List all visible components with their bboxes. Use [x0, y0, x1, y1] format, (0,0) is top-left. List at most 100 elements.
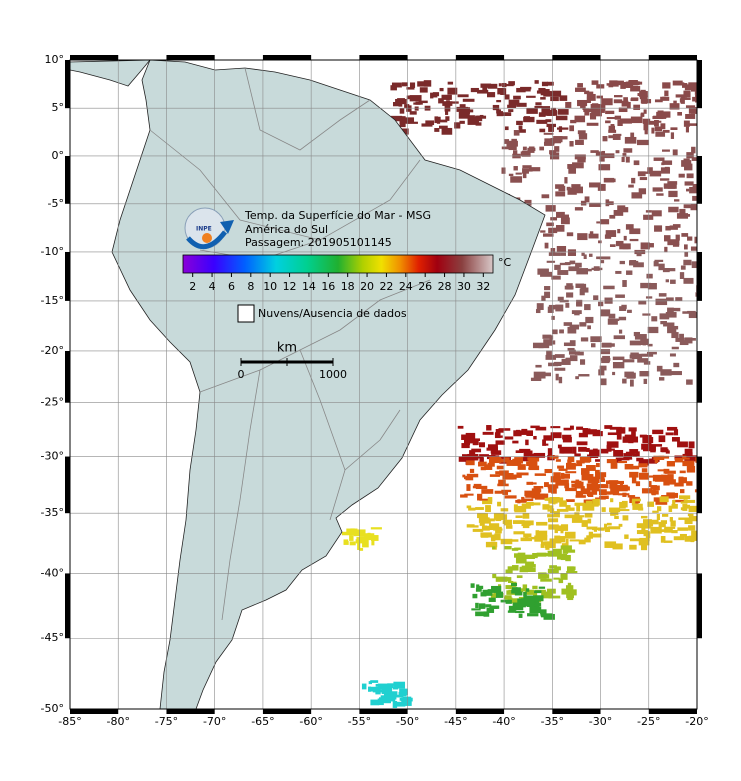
sst-patch: [349, 535, 354, 541]
sst-patch: [362, 540, 369, 548]
sst-patch: [545, 119, 552, 123]
sst-patch: [610, 512, 616, 516]
sst-patch: [578, 539, 586, 545]
sst-patch: [602, 136, 608, 142]
sst-patch: [343, 541, 349, 545]
sst-patch: [466, 460, 475, 466]
sst-patch: [406, 105, 412, 112]
lon-label: -65°: [251, 715, 274, 728]
sst-patch: [561, 524, 569, 531]
sst-patch: [597, 183, 606, 191]
sst-patch: [575, 479, 580, 486]
sst-patch: [524, 199, 532, 206]
sst-patch: [490, 593, 498, 598]
sst-patch: [519, 129, 526, 133]
sst-patch: [585, 316, 594, 324]
sst-patch: [536, 521, 548, 526]
sst-patch: [540, 230, 546, 233]
sst-patch: [630, 132, 635, 140]
sst-patch: [671, 346, 679, 350]
sst-patch: [645, 521, 654, 527]
sst-patch: [559, 136, 568, 140]
sst-patch: [446, 97, 450, 101]
sst-patch: [619, 486, 630, 491]
sst-patch: [686, 379, 693, 385]
sst-patch: [616, 432, 622, 440]
sst-patch: [487, 589, 493, 592]
sst-patch: [547, 509, 552, 512]
sst-patch: [472, 528, 484, 532]
sst-patch: [508, 109, 514, 113]
sst-patch: [540, 610, 544, 617]
sst-patch: [541, 106, 551, 113]
sst-patch: [586, 447, 590, 452]
sst-patch: [591, 488, 598, 495]
sst-patch: [533, 452, 546, 458]
sst-patch: [629, 449, 639, 454]
sst-patch: [587, 91, 594, 96]
frame-bar: [65, 350, 70, 403]
sst-patch: [399, 121, 406, 128]
sst-patch: [452, 101, 459, 104]
sst-patch: [691, 157, 697, 161]
sst-patch: [672, 499, 676, 507]
sst-patch: [641, 468, 648, 473]
sst-patch: [636, 530, 648, 535]
sst-patch: [685, 105, 696, 109]
sst-patch: [550, 426, 561, 429]
sst-patch: [584, 196, 590, 203]
sst-patch: [683, 120, 690, 127]
sst-patch: [650, 444, 663, 447]
sst-patch: [512, 520, 525, 524]
sst-patch: [662, 268, 670, 273]
sst-patch: [552, 501, 556, 505]
colorbar-label: 2: [189, 280, 196, 293]
sst-patch: [482, 86, 488, 94]
sst-patch: [627, 436, 639, 443]
sst-patch: [624, 534, 629, 539]
sst-patch: [690, 86, 697, 92]
sst-patch: [612, 362, 625, 369]
sst-patch: [458, 111, 470, 119]
lon-label: -55°: [348, 715, 371, 728]
sst-patch: [540, 97, 546, 100]
sst-patch: [434, 116, 439, 124]
sst-patch: [521, 88, 531, 92]
frame-bar: [455, 709, 505, 714]
sst-patch: [694, 489, 697, 493]
sst-patch: [528, 465, 540, 471]
sst-patch: [401, 698, 406, 702]
sst-patch: [523, 591, 527, 597]
sst-patch: [542, 334, 552, 339]
sst-patch: [505, 585, 513, 590]
sst-patch: [526, 481, 534, 485]
sst-patch: [544, 443, 549, 446]
sst-patch: [695, 457, 697, 463]
sst-patch: [672, 224, 681, 228]
sst-patch: [541, 295, 546, 301]
sst-patch: [610, 498, 614, 503]
sst-patch: [608, 129, 617, 133]
sst-patch: [442, 101, 453, 106]
sst-patch: [498, 435, 503, 438]
sst-patch: [548, 126, 554, 132]
ocean: [341, 80, 697, 708]
sst-patch: [534, 80, 539, 84]
sst-patch: [579, 322, 587, 327]
sst-patch: [536, 119, 548, 124]
sst-patch: [599, 154, 605, 162]
sst-patch: [365, 533, 372, 540]
sst-patch: [683, 277, 694, 284]
sst-patch: [438, 98, 444, 104]
sst-patch: [394, 701, 406, 707]
sst-patch: [462, 98, 475, 102]
sst-patch: [641, 525, 646, 533]
sst-patch: [409, 82, 416, 88]
sst-patch: [606, 116, 617, 120]
sst-patch: [547, 448, 553, 456]
frame-bar: [697, 60, 702, 109]
sst-patch: [548, 252, 561, 256]
sst-patch: [555, 373, 559, 381]
sst-patch: [651, 490, 659, 495]
sst-patch: [674, 199, 680, 202]
